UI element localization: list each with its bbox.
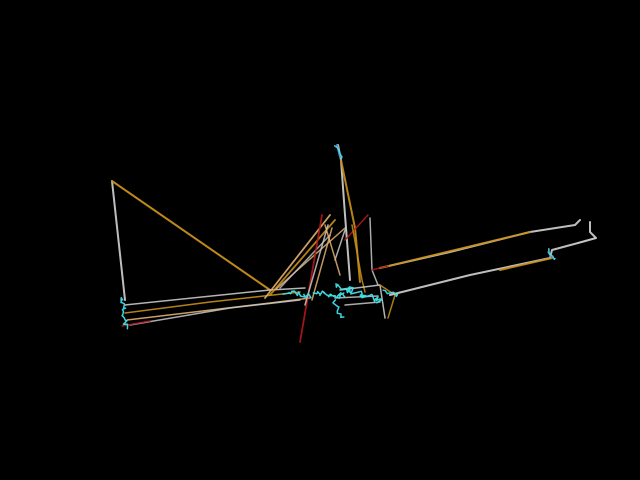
path-segment: [379, 284, 396, 319]
noise-cluster: [382, 289, 399, 298]
path-segment: [379, 231, 531, 269]
path-segment: [344, 214, 369, 241]
noise-cluster: [120, 296, 129, 330]
path-segment: [389, 221, 597, 296]
path-segment: [299, 214, 323, 343]
path-segment: [371, 265, 389, 271]
noise-cluster: [332, 299, 345, 318]
path-segment: [334, 295, 379, 299]
path-segment: [577, 237, 597, 244]
path-segment: [311, 227, 333, 301]
path-segment: [121, 320, 151, 327]
path-segment: [334, 229, 346, 261]
path-segment: [499, 257, 553, 271]
noise-cluster: [282, 290, 312, 299]
path-segment: [344, 301, 381, 306]
noise-cluster: [333, 145, 343, 160]
noise-cluster: [335, 282, 383, 304]
path-segment: [324, 224, 341, 276]
path-segment: [129, 299, 301, 326]
path-lines: [111, 144, 597, 343]
path-segment: [124, 287, 306, 306]
path-segment: [304, 224, 329, 306]
path-segment: [269, 219, 336, 296]
path-segment: [111, 180, 126, 301]
noise-cluster: [548, 248, 556, 261]
noise-cluster: [312, 290, 346, 299]
path-segment: [351, 224, 366, 293]
path-segment: [111, 180, 271, 291]
path-segment: [274, 227, 346, 291]
path-segment: [279, 234, 331, 289]
